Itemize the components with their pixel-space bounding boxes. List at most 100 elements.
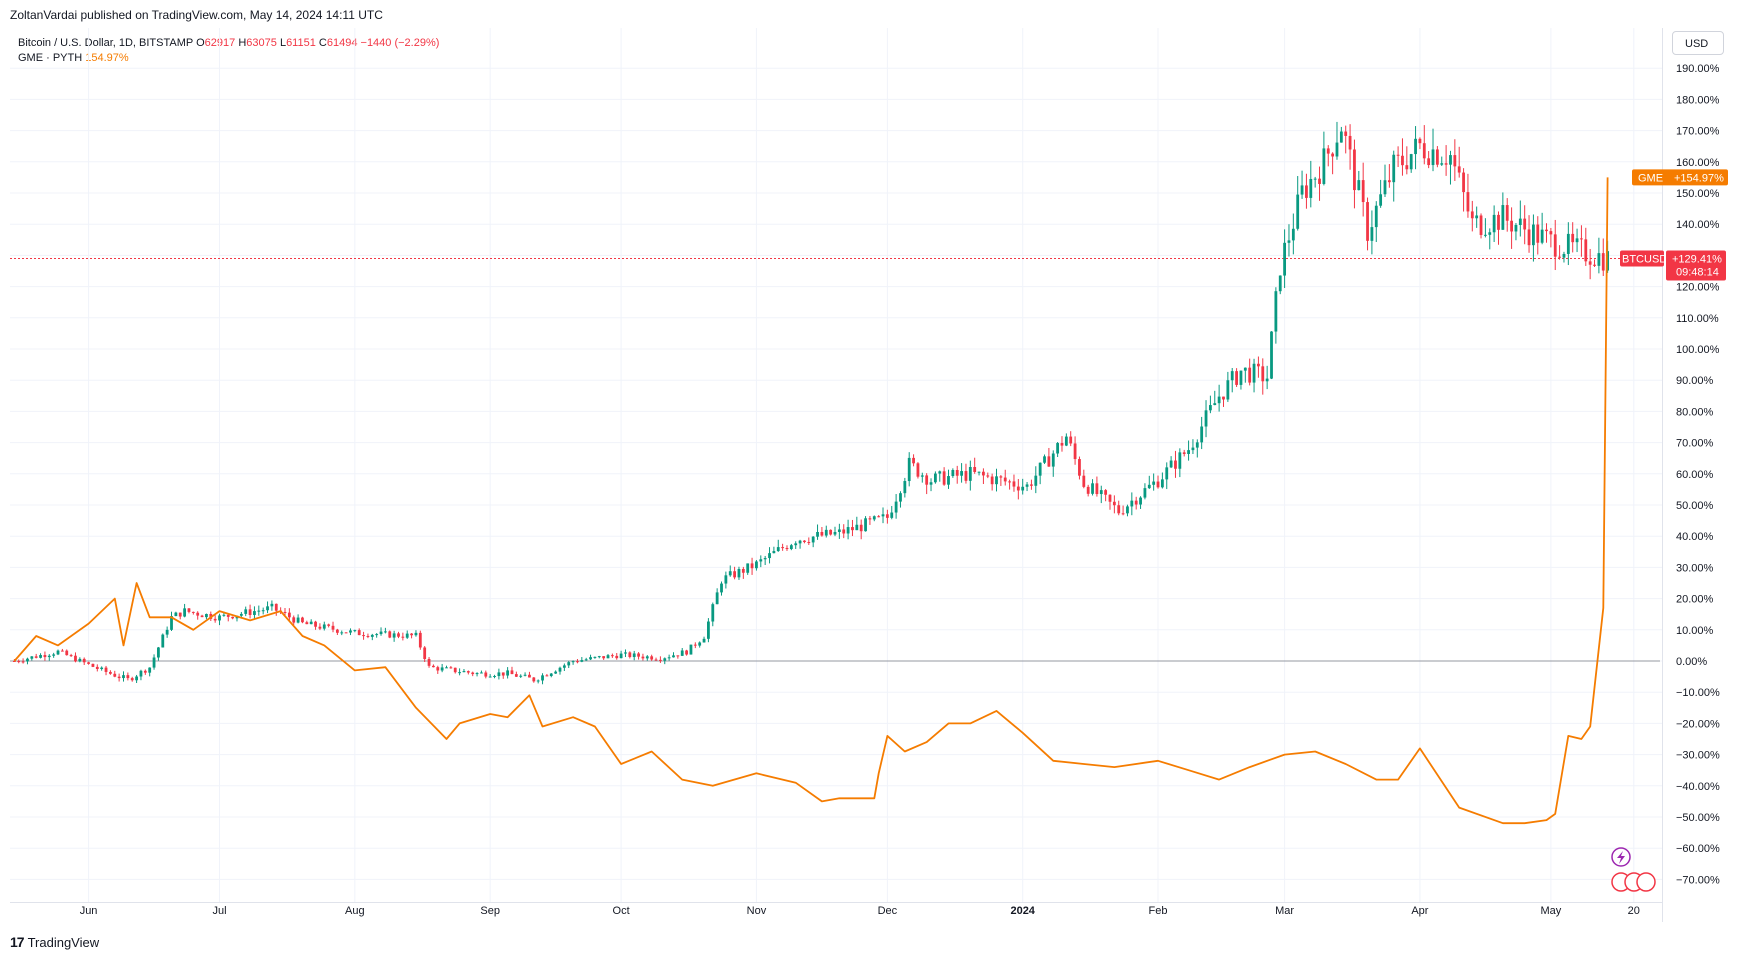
- legend-close-label: C: [318, 37, 327, 49]
- btc-candle: [1344, 125, 1348, 154]
- btc-candle: [143, 669, 147, 675]
- x-tick-label: May: [1540, 905, 1561, 917]
- btc-tag-countdown: 09:48:14: [1676, 267, 1719, 279]
- y-tick-label: 70.00%: [1676, 438, 1714, 450]
- btc-candle: [1575, 228, 1579, 253]
- btc-candle: [183, 603, 187, 618]
- btc-candle: [305, 620, 309, 625]
- btc-candle: [95, 664, 99, 672]
- btc-candle: [1043, 454, 1046, 465]
- legend-low-label: L: [279, 37, 287, 49]
- btc-candle: [720, 581, 723, 596]
- legend-btc[interactable]: Bitcoin / U.S. Dollar, 1D, BITSTAMP O629…: [18, 36, 439, 51]
- btc-candle: [968, 460, 972, 491]
- btc-candle: [91, 663, 95, 668]
- price-axis[interactable]: 190.00% 180.00% 170.00% 160.00% 150.00% 140.0…: [1676, 63, 1720, 886]
- y-tick-label: 190.00%: [1676, 63, 1720, 75]
- btc-candle: [1021, 478, 1025, 495]
- btc-candle: [1483, 218, 1487, 238]
- time-axis[interactable]: Jun Jul Aug Sep Oct Nov Dec 2024 Feb Mar Apr May 20: [80, 905, 1640, 917]
- btc-candle: [506, 667, 510, 679]
- btc-candle: [584, 657, 588, 661]
- tradingview-logo-icon: 17: [10, 934, 25, 950]
- btc-candle: [576, 659, 579, 664]
- x-tick-label: 20: [1628, 905, 1640, 917]
- btc-candle: [737, 566, 741, 580]
- btc-candle: [851, 519, 854, 537]
- btc-candle: [995, 468, 998, 492]
- btc-candle: [794, 541, 798, 549]
- btc-candle: [493, 674, 496, 679]
- btc-candle: [60, 648, 64, 652]
- btc-candle: [1361, 162, 1365, 217]
- btc-candle: [375, 633, 379, 638]
- btc-candle: [1366, 197, 1369, 251]
- btc-candle: [1339, 126, 1343, 143]
- btc-candle: [846, 519, 850, 540]
- btc-candle: [1222, 396, 1225, 407]
- btc-candle: [763, 555, 767, 566]
- btc-candle: [837, 523, 841, 539]
- btc-candle: [108, 670, 112, 675]
- btc-candle: [1549, 227, 1553, 248]
- btc-candle: [1571, 222, 1575, 253]
- btc-candle: [759, 555, 763, 568]
- btc-candle: [803, 540, 806, 544]
- event-markers[interactable]: [1611, 847, 1656, 892]
- btc-candle: [1401, 138, 1404, 176]
- currency-button[interactable]: USD: [1672, 31, 1724, 55]
- btc-candle: [951, 468, 955, 478]
- btc-candle: [510, 666, 514, 675]
- btc-candle: [864, 516, 867, 532]
- chart-grid: [10, 28, 1662, 902]
- legend-high-label: H: [238, 37, 247, 49]
- btc-candle: [1252, 358, 1256, 393]
- btc-candle: [1121, 505, 1125, 516]
- btc-candle: [1112, 495, 1116, 514]
- btc-candle: [1409, 153, 1413, 173]
- btc-candle: [829, 529, 833, 536]
- btc-candle: [1422, 125, 1426, 165]
- btc-candle: [912, 454, 915, 467]
- y-tick-label: 100.00%: [1676, 344, 1720, 356]
- tradingview-brand[interactable]: 17 TradingView: [10, 934, 99, 950]
- y-tick-label: 120.00%: [1676, 282, 1720, 294]
- btc-candle: [213, 615, 217, 623]
- btc-candle: [789, 543, 793, 551]
- btc-candle: [432, 664, 435, 668]
- btc-candle: [266, 601, 269, 614]
- btc-candle: [82, 657, 86, 665]
- btc-candle: [628, 651, 632, 659]
- btc-candle: [1147, 475, 1151, 489]
- btc-candles: [12, 121, 1610, 685]
- btc-candle: [471, 671, 475, 677]
- btc-candle: [340, 630, 344, 636]
- legend-gme[interactable]: GME · PYTH 154.97%: [18, 51, 439, 66]
- x-tick-label: Jun: [80, 905, 98, 917]
- btc-candle: [750, 557, 754, 575]
- btc-candle: [650, 654, 654, 661]
- btc-candle: [916, 462, 920, 479]
- btc-candle: [859, 519, 863, 540]
- y-tick-label: −40.00%: [1676, 781, 1720, 793]
- btc-candle: [410, 633, 413, 639]
- btc-candle: [676, 655, 680, 659]
- btc-candle: [1497, 211, 1500, 245]
- x-tick-label: Oct: [613, 905, 630, 917]
- y-tick-label: 0.00%: [1676, 656, 1707, 668]
- btc-candle: [667, 654, 671, 661]
- btc-candle: [379, 627, 383, 636]
- btc-candle: [1387, 164, 1391, 188]
- btc-candle: [593, 656, 597, 659]
- btc-candle: [947, 469, 950, 489]
- us-flag-icon-3[interactable]: [1636, 872, 1656, 892]
- btc-candle: [56, 649, 60, 656]
- gme-line: [13, 177, 1609, 825]
- btc-candle: [1235, 368, 1238, 387]
- y-tick-label: −70.00%: [1676, 874, 1720, 886]
- y-tick-label: −60.00%: [1676, 843, 1720, 855]
- btc-candle: [811, 536, 815, 548]
- btc-candle: [973, 457, 977, 474]
- btc-candle: [475, 672, 479, 677]
